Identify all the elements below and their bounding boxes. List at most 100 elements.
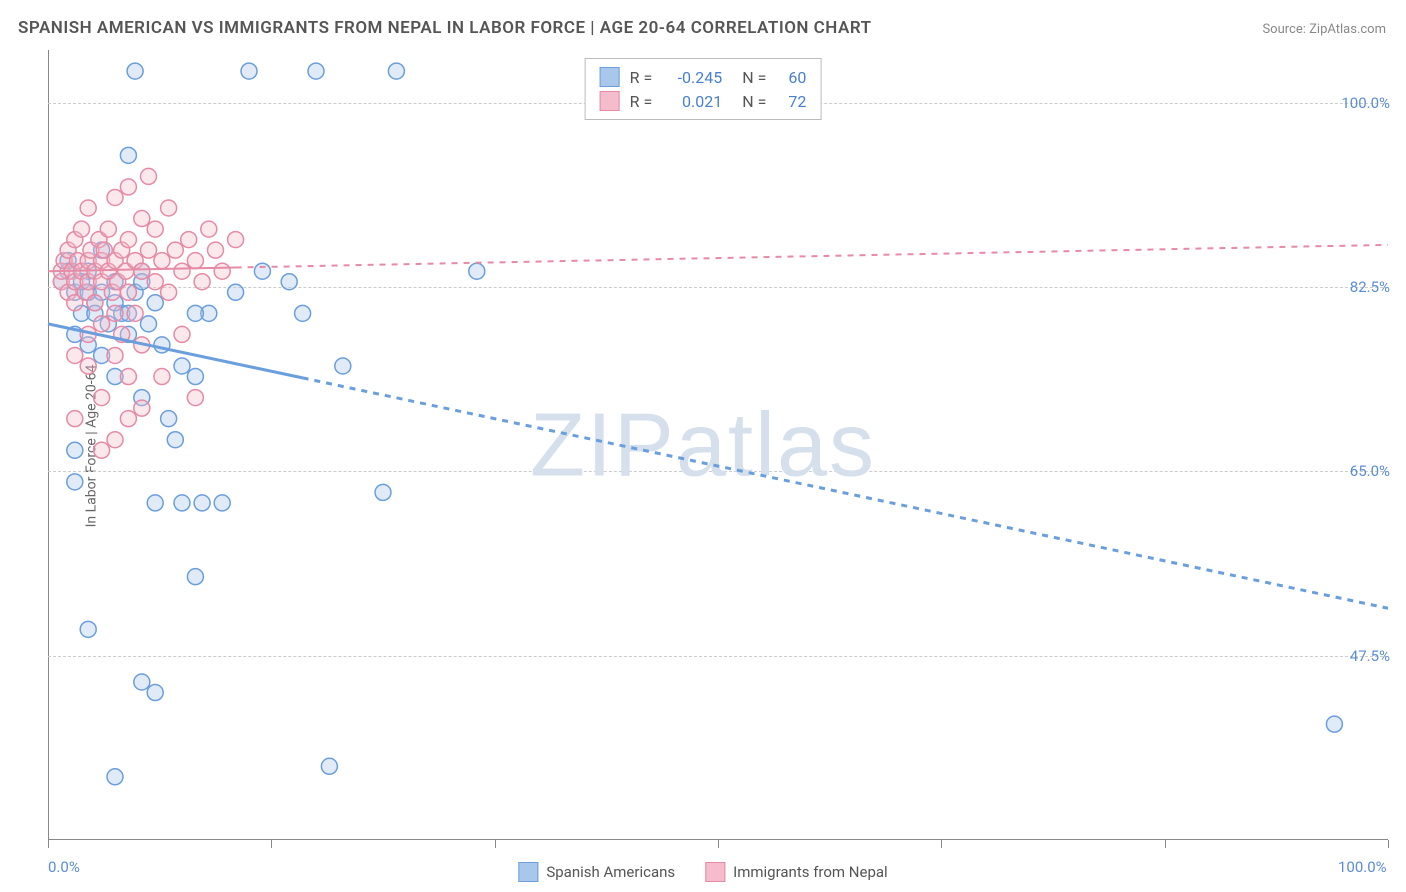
series-legend: Spanish Americans Immigrants from Nepal <box>518 862 887 882</box>
legend-r-label: R = <box>630 92 653 111</box>
data-point <box>161 200 177 216</box>
data-point <box>80 621 96 637</box>
data-point <box>174 495 190 511</box>
data-point <box>281 274 297 290</box>
source-attribution: Source: ZipAtlas.com <box>1262 22 1386 37</box>
data-point <box>228 232 244 248</box>
data-point <box>174 358 190 374</box>
legend-row: R =0.021N =72 <box>600 89 807 113</box>
data-point <box>1326 716 1342 732</box>
data-point <box>187 369 203 385</box>
data-point <box>241 63 257 79</box>
data-point <box>120 284 136 300</box>
x-tick <box>48 840 49 848</box>
data-point <box>308 63 324 79</box>
data-point <box>161 411 177 427</box>
data-point <box>107 347 123 363</box>
source-link[interactable]: ZipAtlas.com <box>1309 22 1386 37</box>
data-point <box>127 63 143 79</box>
data-point <box>67 411 83 427</box>
data-point <box>67 347 83 363</box>
legend-r-label: R = <box>630 68 653 87</box>
data-point <box>141 242 157 258</box>
data-point <box>141 168 157 184</box>
data-point <box>208 242 224 258</box>
data-point <box>94 390 110 406</box>
data-point <box>120 232 136 248</box>
chart-title: SPANISH AMERICAN VS IMMIGRANTS FROM NEPA… <box>18 18 872 38</box>
data-point <box>295 305 311 321</box>
data-point <box>141 316 157 332</box>
data-point <box>161 284 177 300</box>
legend-n-value: 60 <box>776 68 806 87</box>
x-tick-label: 100.0% <box>1338 858 1387 876</box>
data-point <box>194 274 210 290</box>
x-tick <box>271 840 272 848</box>
data-point <box>120 179 136 195</box>
data-point <box>388 63 404 79</box>
data-point <box>187 253 203 269</box>
data-point <box>201 221 217 237</box>
data-point <box>214 263 230 279</box>
legend-swatch <box>518 862 538 882</box>
legend-n-label: N = <box>742 92 766 111</box>
x-tick <box>1388 840 1389 848</box>
data-point <box>107 432 123 448</box>
data-point <box>375 484 391 500</box>
correlation-legend: R =-0.245N =60R =0.021N =72 <box>585 58 822 120</box>
data-point <box>147 274 163 290</box>
data-point <box>87 295 103 311</box>
legend-r-value: -0.245 <box>662 68 722 87</box>
source-label: Source: <box>1262 22 1305 37</box>
data-point <box>147 221 163 237</box>
data-point <box>187 569 203 585</box>
legend-swatch <box>600 67 620 87</box>
data-point <box>80 358 96 374</box>
data-point <box>147 685 163 701</box>
data-point <box>134 211 150 227</box>
data-point <box>214 495 230 511</box>
data-point <box>120 369 136 385</box>
data-point <box>154 369 170 385</box>
data-point <box>469 263 485 279</box>
legend-label: Immigrants from Nepal <box>733 863 888 881</box>
legend-n-label: N = <box>742 68 766 87</box>
data-point <box>107 305 123 321</box>
data-point <box>187 390 203 406</box>
data-point <box>174 263 190 279</box>
legend-swatch <box>600 91 620 111</box>
data-point <box>127 305 143 321</box>
data-point <box>194 495 210 511</box>
data-point <box>120 411 136 427</box>
data-point <box>107 769 123 785</box>
data-point <box>107 189 123 205</box>
x-tick <box>941 840 942 848</box>
data-point <box>74 221 90 237</box>
trend-line-dashed <box>236 245 1388 268</box>
legend-r-value: 0.021 <box>662 92 722 111</box>
data-point <box>120 147 136 163</box>
data-point <box>154 253 170 269</box>
data-point <box>134 400 150 416</box>
legend-item: Spanish Americans <box>518 862 675 882</box>
legend-label: Spanish Americans <box>546 863 675 881</box>
data-point <box>167 432 183 448</box>
data-point <box>94 316 110 332</box>
data-point <box>181 232 197 248</box>
x-tick <box>1165 840 1166 848</box>
data-point <box>100 221 116 237</box>
scatter-plot-svg <box>48 50 1388 840</box>
x-tick <box>495 840 496 848</box>
data-point <box>228 284 244 300</box>
data-point <box>147 495 163 511</box>
data-point <box>321 758 337 774</box>
data-point <box>94 442 110 458</box>
data-point <box>167 242 183 258</box>
data-point <box>134 674 150 690</box>
x-tick-label: 0.0% <box>48 858 80 876</box>
data-point <box>147 295 163 311</box>
data-point <box>67 474 83 490</box>
legend-swatch <box>705 862 725 882</box>
data-point <box>80 200 96 216</box>
data-point <box>174 326 190 342</box>
